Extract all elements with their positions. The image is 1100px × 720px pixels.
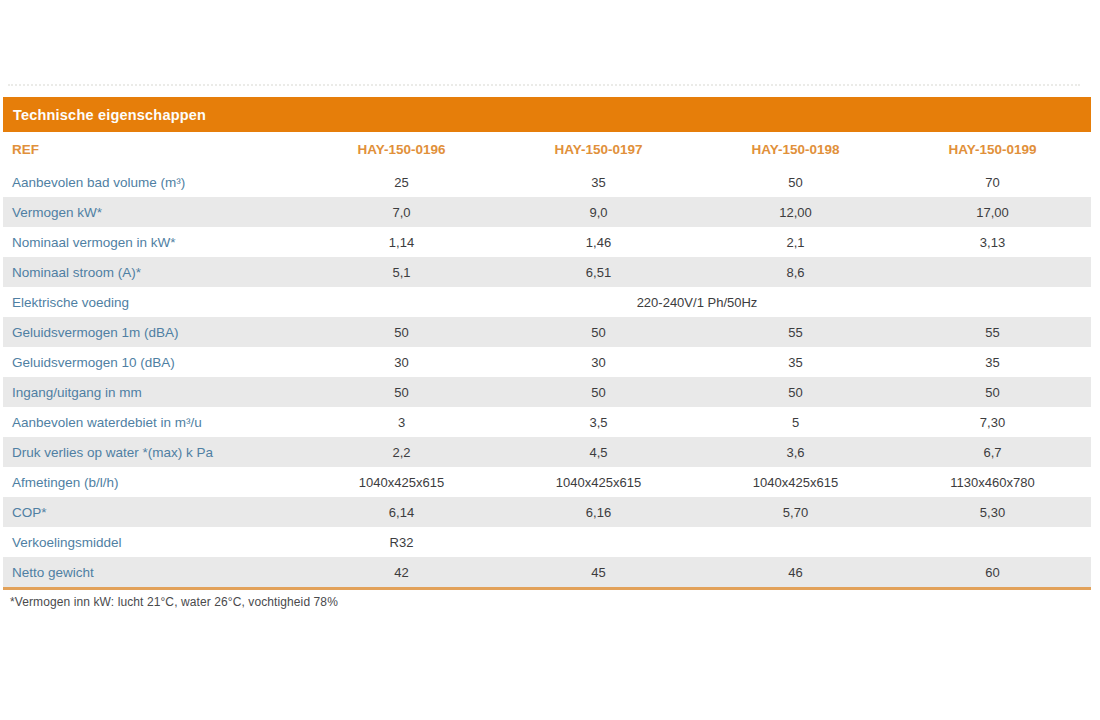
spec-label: Ingang/uitgang in mm xyxy=(3,385,303,400)
table-row: Netto gewicht42454660 xyxy=(3,557,1091,587)
spec-value: 35 xyxy=(894,355,1091,370)
table-row: COP*6,146,165,705,30 xyxy=(3,497,1091,527)
spec-value: 5,1 xyxy=(303,265,500,280)
spec-value: 42 xyxy=(303,565,500,580)
spec-label: Elektrische voeding xyxy=(3,295,303,310)
spec-sheet: Technische eigenschappen REF HAY-150-019… xyxy=(0,0,1100,720)
spec-label: Vermogen kW* xyxy=(3,205,303,220)
spec-value: 1,46 xyxy=(500,235,697,250)
table-row: Elektrische voeding220-240V/1 Ph/50Hz xyxy=(3,287,1091,317)
spec-value: 50 xyxy=(303,325,500,340)
table-row: VerkoelingsmiddelR32 xyxy=(3,527,1091,557)
spec-value: 50 xyxy=(697,385,894,400)
spec-value: 3 xyxy=(303,415,500,430)
spec-value: 35 xyxy=(697,355,894,370)
table-row: Geluidsvermogen 1m (dBA)50505555 xyxy=(3,317,1091,347)
spec-value: 1040x425x615 xyxy=(303,475,500,490)
spec-value: 25 xyxy=(303,175,500,190)
spec-value: 7,0 xyxy=(303,205,500,220)
spec-value: 12,00 xyxy=(697,205,894,220)
table-title-bar: Technische eigenschappen xyxy=(3,97,1091,132)
table-row: Nominaal vermogen in kW*1,141,462,13,13 xyxy=(3,227,1091,257)
spec-value: 50 xyxy=(894,385,1091,400)
spec-value: 8,6 xyxy=(697,265,894,280)
spec-value: 7,30 xyxy=(894,415,1091,430)
spec-value: 3,5 xyxy=(500,415,697,430)
spec-value: 46 xyxy=(697,565,894,580)
technical-specs-table: Technische eigenschappen REF HAY-150-019… xyxy=(3,97,1091,590)
spec-value: 5,70 xyxy=(697,505,894,520)
spec-label: COP* xyxy=(3,505,303,520)
table-row: Druk verlies op water *(max) k Pa2,24,53… xyxy=(3,437,1091,467)
table-row: Vermogen kW*7,09,012,0017,00 xyxy=(3,197,1091,227)
spec-label: Nominaal stroom (A)* xyxy=(3,265,303,280)
spec-value: 30 xyxy=(500,355,697,370)
spec-label: Netto gewicht xyxy=(3,565,303,580)
spec-value: 9,0 xyxy=(500,205,697,220)
spec-value: 5,30 xyxy=(894,505,1091,520)
spec-value: R32 xyxy=(303,535,500,550)
spec-value: 35 xyxy=(500,175,697,190)
spec-value: 17,00 xyxy=(894,205,1091,220)
footnote: *Vermogen inn kW: lucht 21°C, water 26°C… xyxy=(10,595,338,609)
spec-value: 60 xyxy=(894,565,1091,580)
spec-value: 6,16 xyxy=(500,505,697,520)
spec-value: 55 xyxy=(697,325,894,340)
spec-value: 70 xyxy=(894,175,1091,190)
table-title: Technische eigenschappen xyxy=(13,107,206,123)
spec-label: Afmetingen (b/l/h) xyxy=(3,475,303,490)
spec-value: 5 xyxy=(697,415,894,430)
spec-value: 6,14 xyxy=(303,505,500,520)
table-row: Nominaal stroom (A)*5,16,518,6 xyxy=(3,257,1091,287)
table-row: Afmetingen (b/l/h)1040x425x6151040x425x6… xyxy=(3,467,1091,497)
spec-label: Geluidsvermogen 10 (dBA) xyxy=(3,355,303,370)
spec-value: 50 xyxy=(303,385,500,400)
spec-value: 6,51 xyxy=(500,265,697,280)
spec-value: 1040x425x615 xyxy=(697,475,894,490)
divider-dotted-line xyxy=(8,84,1080,86)
spec-value: 50 xyxy=(500,385,697,400)
spec-value: 2,1 xyxy=(697,235,894,250)
spec-value: 1040x425x615 xyxy=(500,475,697,490)
spec-label: Verkoelingsmiddel xyxy=(3,535,303,550)
spec-value: 3,6 xyxy=(697,445,894,460)
spec-label: Aanbevolen waterdebiet in m³/u xyxy=(3,415,303,430)
spec-value: 4,5 xyxy=(500,445,697,460)
column-header-3: HAY-150-0198 xyxy=(697,142,894,157)
table-body: Aanbevolen bad volume (m³)25355070Vermog… xyxy=(3,167,1091,590)
spec-value: 50 xyxy=(500,325,697,340)
spec-value: 3,13 xyxy=(894,235,1091,250)
spec-value: 30 xyxy=(303,355,500,370)
ref-header: REF xyxy=(3,142,303,157)
column-header-2: HAY-150-0197 xyxy=(500,142,697,157)
spec-value: 50 xyxy=(697,175,894,190)
spec-value: 1130x460x780 xyxy=(894,475,1091,490)
table-row: Aanbevolen bad volume (m³)25355070 xyxy=(3,167,1091,197)
spec-label: Aanbevolen bad volume (m³) xyxy=(3,175,303,190)
spec-label: Nominaal vermogen in kW* xyxy=(3,235,303,250)
table-row: Aanbevolen waterdebiet in m³/u33,557,30 xyxy=(3,407,1091,437)
spec-value: 55 xyxy=(894,325,1091,340)
spec-value: 45 xyxy=(500,565,697,580)
spec-value: 1,14 xyxy=(303,235,500,250)
table-row: Ingang/uitgang in mm50505050 xyxy=(3,377,1091,407)
spec-label: Druk verlies op water *(max) k Pa xyxy=(3,445,303,460)
spec-value: 2,2 xyxy=(303,445,500,460)
spec-value-span: 220-240V/1 Ph/50Hz xyxy=(303,295,1091,310)
table-header-row: REF HAY-150-0196 HAY-150-0197 HAY-150-01… xyxy=(3,132,1091,167)
spec-label: Geluidsvermogen 1m (dBA) xyxy=(3,325,303,340)
column-header-4: HAY-150-0199 xyxy=(894,142,1091,157)
column-header-1: HAY-150-0196 xyxy=(303,142,500,157)
table-row: Geluidsvermogen 10 (dBA)30303535 xyxy=(3,347,1091,377)
spec-value: 6,7 xyxy=(894,445,1091,460)
